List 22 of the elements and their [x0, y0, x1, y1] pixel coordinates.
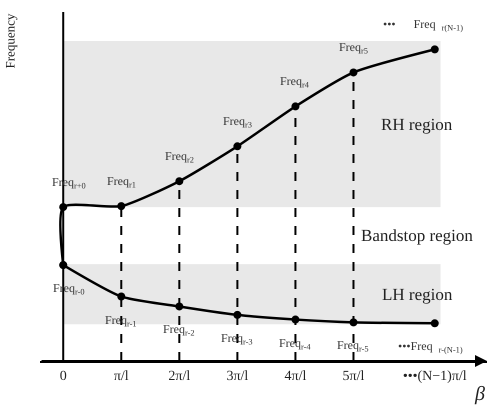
annotation: Bandstop region	[361, 226, 474, 245]
annotation: Freq$_{r-5}$	[337, 338, 369, 354]
x-tick-label: π/l	[114, 368, 129, 384]
annotation: Freq$_{r4}$	[280, 74, 310, 90]
annotation: Freq$_{r-4}$	[279, 336, 312, 352]
annotation: •••Freq $_{r-(N-1)}$	[398, 339, 463, 355]
x-tick-label: •••(N−1)π/l	[402, 368, 467, 384]
x-tick-label: 0	[60, 368, 67, 384]
annotation: ••• Freq $_{r(N-1)}$	[383, 17, 464, 33]
x-tick-label: 2π/l	[168, 368, 190, 384]
band-label: LH region	[382, 285, 453, 304]
annotation: Freq$_{r2}$	[165, 149, 194, 165]
x-tick-label: 4π/l	[284, 368, 306, 384]
annotation: Freq$_{r3}$	[223, 114, 252, 130]
annotation: Freq$_{r-2}$	[163, 322, 195, 338]
y-axis-title: Frequency	[2, 13, 18, 68]
x-tick-label: 3π/l	[226, 368, 248, 384]
band-label: RH region	[381, 115, 453, 134]
x-axis-title: β	[474, 383, 485, 405]
annotation: Freq$_{r1}$	[107, 174, 136, 190]
x-tick-label: 5π/l	[342, 368, 365, 384]
annotation: Freq$_{r5}$	[339, 40, 368, 56]
